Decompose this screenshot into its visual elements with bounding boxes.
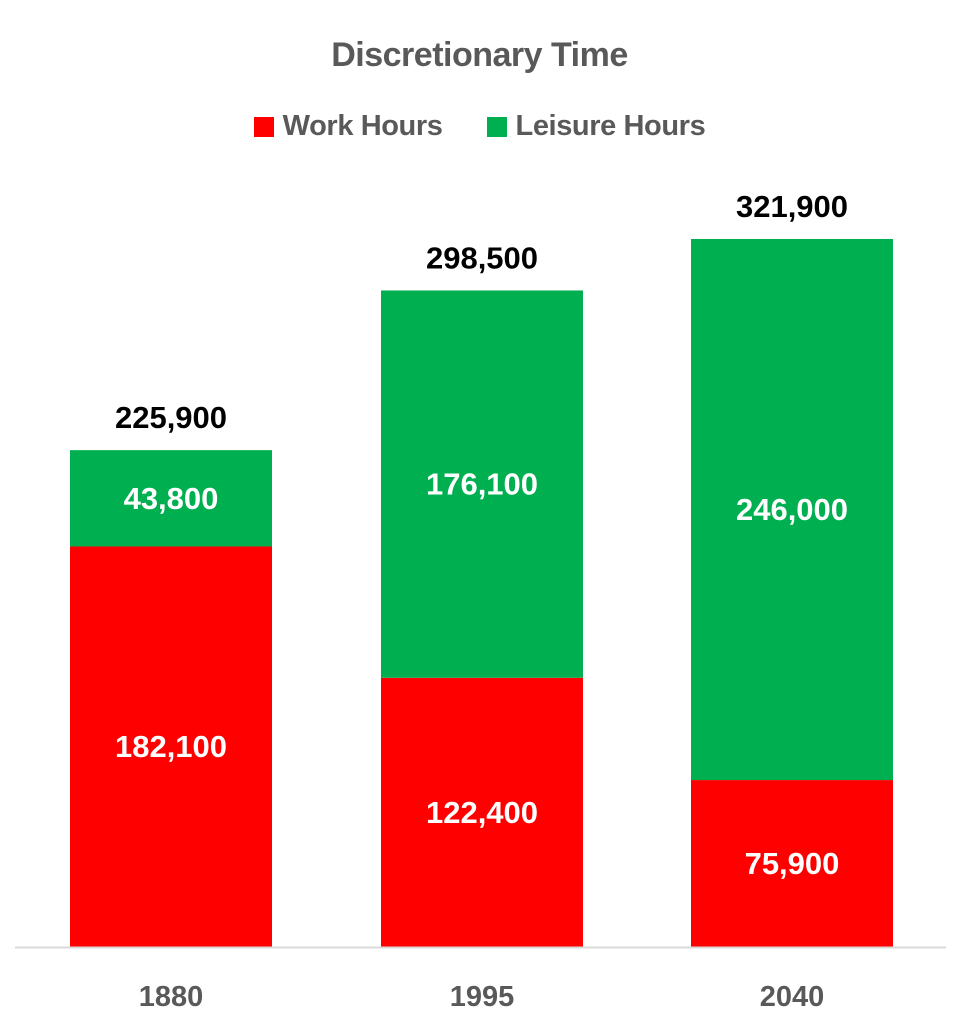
data-label-work-hours-1880: 182,100 xyxy=(115,729,227,764)
bar-work-hours-2040 xyxy=(691,780,893,947)
legend-item-leisure-hours: Leisure Hours xyxy=(486,110,706,143)
x-tick-label-2040: 2040 xyxy=(760,981,825,1013)
bar-work-hours-1880 xyxy=(70,546,272,947)
chart-title: Discretionary Time xyxy=(331,36,628,74)
x-tick-label-1995: 1995 xyxy=(450,981,515,1013)
bar-leisure-hours-1880 xyxy=(70,450,272,547)
total-label-1880: 225,900 xyxy=(115,400,227,435)
legend-label-work-hours: Work Hours xyxy=(282,110,443,142)
legend-swatch-leisure-hours-icon xyxy=(486,116,507,137)
bar-work-hours-1995 xyxy=(381,677,583,947)
data-label-leisure-hours-1880: 43,800 xyxy=(124,481,219,516)
legend: Work Hours Leisure Hours xyxy=(0,110,959,143)
data-label-leisure-hours-2040: 246,000 xyxy=(736,492,848,527)
data-label-leisure-hours-1995: 176,100 xyxy=(426,467,538,502)
x-tick-label-1880: 1880 xyxy=(139,981,204,1013)
bar-leisure-hours-1995 xyxy=(381,290,583,678)
legend-swatch-work-hours-icon xyxy=(253,116,274,137)
legend-item-work-hours: Work Hours xyxy=(253,110,443,143)
data-label-work-hours-1995: 122,400 xyxy=(426,795,538,830)
data-label-work-hours-2040: 75,900 xyxy=(745,846,840,881)
total-label-1995: 298,500 xyxy=(426,240,538,275)
bar-leisure-hours-2040 xyxy=(691,239,893,781)
legend-label-leisure-hours: Leisure Hours xyxy=(515,110,706,142)
total-label-2040: 321,900 xyxy=(736,189,848,224)
